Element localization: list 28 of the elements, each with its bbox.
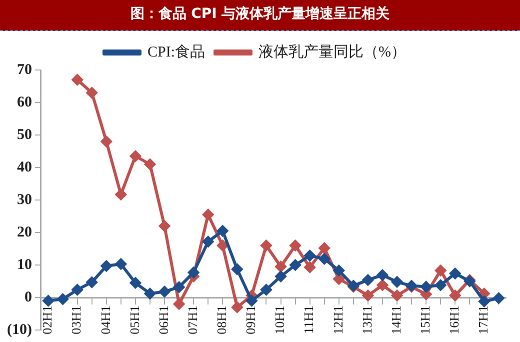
chart-title: 图：食品 CPI 与液体乳产量增速呈正相关 [0,0,520,31]
y-tick-label: 0 [24,289,32,306]
x-tick-label: 09H1 [243,306,258,334]
y-tick-label: 60 [16,94,32,110]
x-tick-label: 06H1 [156,306,171,334]
x-tick-label: 10H1 [272,306,288,334]
y-tick-label: 50 [16,126,32,143]
x-tick-label: 13H1 [359,306,374,334]
x-tick-label: 11H1 [301,306,316,334]
legend-label: 液体乳产量同比（%） [258,43,406,60]
y-tick-label: 70 [16,62,32,78]
x-tick-label: 04H1 [98,306,113,334]
y-tick-label: 40 [16,159,32,176]
x-tick-label: 07H1 [184,306,200,334]
x-tick-label: 15H1 [418,306,432,334]
x-tick-label: 02H1 [40,306,55,334]
x-tick-label: 08H1 [214,306,230,334]
y-tick-label: 20 [16,224,32,240]
x-tick-label: 14H1 [388,306,404,334]
legend-label: CPI:食品 [148,43,206,60]
y-tick-label: 10 [16,256,32,273]
y-tick-label: (10) [6,322,32,338]
x-tick-label: 03H1 [68,306,84,334]
x-tick-label: 05H1 [126,306,142,334]
x-tick-label: 12H1 [330,306,346,334]
x-tick-label: 17H1 [476,306,491,334]
y-tick-label: 30 [16,192,32,208]
x-tick-label: 16H1 [446,306,462,334]
